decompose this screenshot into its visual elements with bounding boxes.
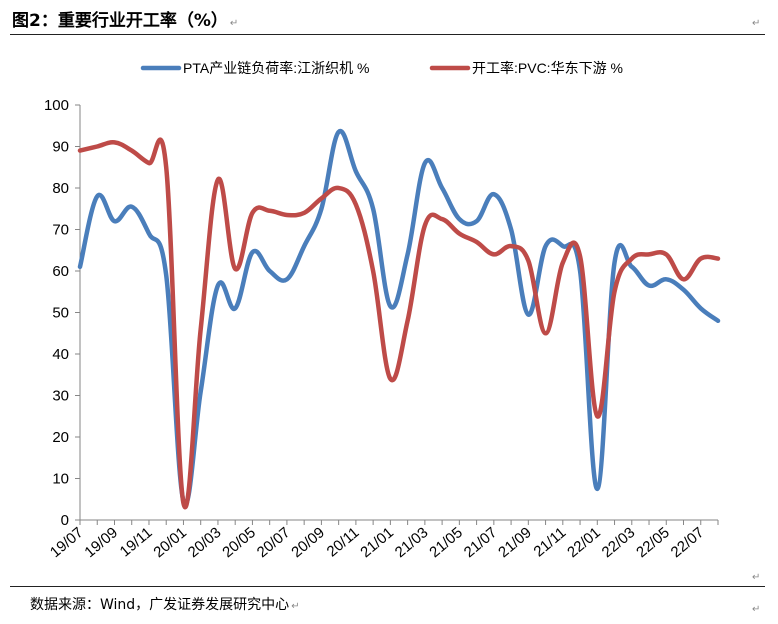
legend-label-2: 开工率:PVC:华东下游 % <box>472 60 623 76</box>
bottom-rule <box>10 586 765 587</box>
x-tick-label: 20/09 <box>288 524 328 561</box>
x-tick-label: 22/07 <box>668 524 708 561</box>
x-tick-label: 20/11 <box>324 524 363 560</box>
x-tick-label: 19/11 <box>117 524 156 560</box>
x-tick-label: 20/03 <box>185 524 225 561</box>
figure-title: 图2：重要行业开工率（%） ↵ <box>12 6 238 31</box>
paragraph-mark-icon: ↵ <box>752 572 761 583</box>
y-tick-label: 30 <box>52 388 69 405</box>
x-tick-label: 20/05 <box>219 524 259 561</box>
x-tick-label: 22/03 <box>599 524 639 561</box>
y-tick-label: 70 <box>52 222 69 239</box>
paragraph-mark-icon: ↵ <box>291 601 300 612</box>
y-tick-label: 100 <box>44 97 69 114</box>
source-note: 数据来源：Wind，广发证券发展研究中心 ↵ <box>30 594 300 614</box>
legend-label-1: PTA产业链负荷率:江浙织机 % <box>183 60 369 76</box>
x-tick-label: 21/05 <box>426 524 466 561</box>
x-tick-label: 21/01 <box>357 524 397 561</box>
y-tick-label: 50 <box>52 305 69 322</box>
figure-title-text: 图2：重要行业开工率（%） <box>12 11 228 31</box>
paragraph-mark-icon: ↵ <box>752 18 761 29</box>
x-tick-label: 19/07 <box>47 524 87 561</box>
y-tick-label: 40 <box>52 346 69 363</box>
x-tick-label: 20/07 <box>254 524 294 561</box>
y-tick-label: 90 <box>52 139 69 156</box>
series-line-2 <box>77 137 721 510</box>
top-rule <box>10 34 765 35</box>
paragraph-mark-icon: ↵ <box>229 18 239 29</box>
y-tick-label: 0 <box>61 512 69 529</box>
line-chart: 010203040506070809010019/0719/0919/1120/… <box>44 60 721 561</box>
paragraph-mark-icon: ↵ <box>752 604 761 615</box>
y-tick-label: 80 <box>52 180 69 197</box>
x-tick-label: 22/01 <box>564 524 604 561</box>
y-tick-label: 10 <box>52 471 69 488</box>
x-tick-label: 21/07 <box>461 524 501 561</box>
y-tick-label: 60 <box>52 263 69 280</box>
x-tick-label: 22/05 <box>633 524 673 561</box>
x-tick-label: 21/11 <box>531 524 570 560</box>
x-tick-label: 19/09 <box>81 524 121 561</box>
x-tick-label: 21/03 <box>392 524 432 561</box>
x-tick-label: 21/09 <box>495 524 535 561</box>
x-tick-label: 20/01 <box>150 524 190 561</box>
y-tick-label: 20 <box>52 429 69 446</box>
source-text: 数据来源：Wind，广发证券发展研究中心 <box>30 597 290 613</box>
